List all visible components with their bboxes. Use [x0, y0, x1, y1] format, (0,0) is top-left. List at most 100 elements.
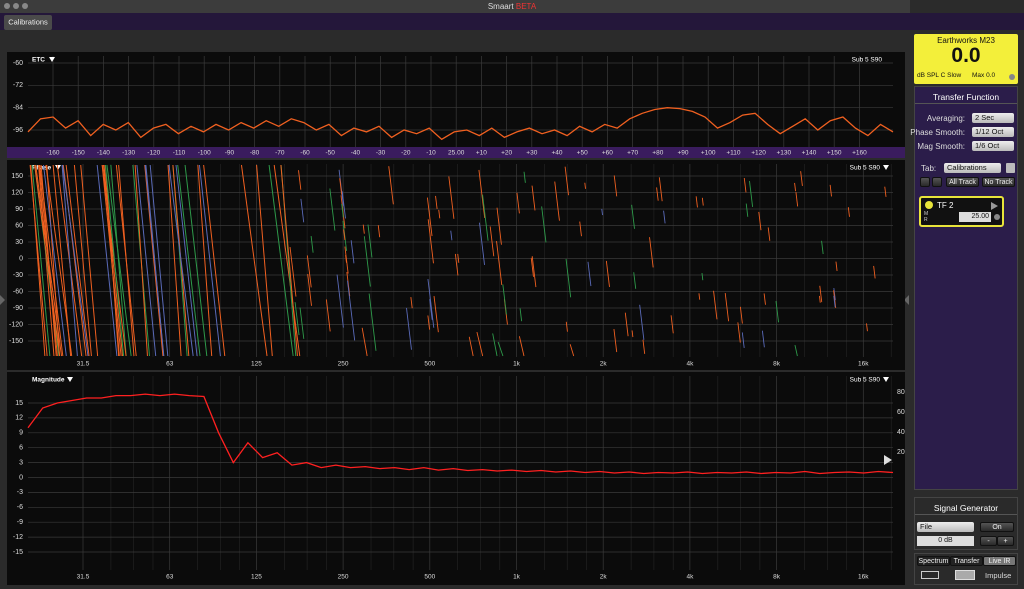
setting-label: Phase Smooth: — [910, 128, 965, 137]
phase-trace — [695, 196, 698, 208]
all-track-button[interactable]: All Track — [946, 177, 979, 187]
phase-trace — [767, 227, 771, 241]
phase-trace — [519, 308, 523, 322]
live-ir-mode[interactable]: Live IR — [983, 556, 1016, 566]
y-tick-label: 90 — [15, 206, 23, 213]
phase-trace — [410, 297, 413, 309]
spectrum-mode[interactable]: Spectrum — [917, 556, 950, 566]
x-tick-label: 250 — [338, 361, 349, 368]
phase-trace — [62, 164, 89, 357]
trace — [27, 393, 894, 475]
phase-trace — [336, 274, 344, 328]
phase-trace — [624, 312, 629, 337]
phase-trace — [427, 315, 431, 330]
tab-label[interactable]: Calibrations — [8, 17, 48, 26]
generator-toggle[interactable]: On — [980, 522, 1014, 532]
phase-trace — [482, 194, 489, 241]
x-tick-label: +30 — [526, 150, 537, 157]
phase-trace — [106, 164, 132, 357]
phase-trace — [819, 285, 823, 303]
phase-trace — [310, 235, 314, 253]
setting-dropdown[interactable]: 2 Sec — [972, 113, 1014, 123]
delay-field[interactable]: 25.00 — [959, 212, 991, 222]
tab[interactable] — [4, 15, 52, 30]
phase-trace — [497, 341, 504, 357]
play-button[interactable] — [932, 177, 942, 187]
measurement-menu[interactable] — [883, 377, 889, 382]
y-tick-label: -3 — [17, 489, 23, 496]
phase-trace — [565, 258, 572, 298]
phase-trace — [564, 166, 569, 196]
y-tick-label: 30 — [15, 239, 23, 246]
x-tick-label: +100 — [701, 150, 716, 157]
tab-dropdown[interactable]: Calibrations — [944, 163, 1001, 173]
meter-indicator — [1009, 74, 1015, 80]
x-tick-label: 4k — [686, 361, 694, 368]
phase-trace — [433, 295, 439, 333]
split-view-icon[interactable] — [955, 570, 975, 580]
expand-arrow[interactable] — [991, 202, 998, 210]
x-tick-label: 500 — [424, 574, 435, 581]
minimize-button[interactable] — [13, 3, 19, 9]
phase-trace — [273, 164, 301, 357]
level-down[interactable]: - — [980, 536, 997, 546]
measurement-menu[interactable] — [883, 165, 889, 170]
left-drawer-arrow[interactable] — [0, 295, 5, 305]
measurement-label: Sub 5 S90 — [852, 57, 883, 64]
phase-trace — [325, 299, 331, 332]
plot-label: ETC — [32, 57, 45, 64]
measurement-card[interactable]: TF 2 M R 25.00 — [919, 196, 1004, 227]
setting-dropdown[interactable]: 1/6 Oct — [972, 141, 1014, 151]
phase-trace — [749, 180, 754, 208]
level-field[interactable]: 0 dB — [917, 536, 974, 546]
stop-button[interactable] — [920, 177, 930, 187]
phase-trace — [492, 333, 498, 357]
phase-trace — [554, 181, 560, 221]
phase-trace — [454, 253, 459, 276]
phase-trace — [294, 302, 300, 336]
meter-mode[interactable]: dB SPL C Slow — [917, 72, 962, 79]
measurement-name: TF 2 — [937, 201, 954, 210]
phase-trace — [496, 207, 502, 245]
phase-trace — [144, 164, 164, 357]
level-up[interactable]: + — [997, 536, 1014, 546]
phase-trace — [377, 225, 381, 238]
phase-trace — [758, 211, 762, 231]
tools-icon[interactable] — [1006, 163, 1015, 173]
phase-trace — [670, 315, 674, 334]
impulse-label: Impulse — [985, 571, 1012, 580]
phase-trace — [656, 187, 659, 201]
x-tick-label: -100 — [198, 150, 211, 157]
x-tick-label: 2k — [600, 574, 608, 581]
phase-trace — [345, 255, 347, 263]
x-tick-label: 16k — [858, 574, 869, 581]
phase-trace — [73, 164, 92, 357]
no-track-button[interactable]: No Track — [982, 177, 1015, 187]
phase-trace — [565, 321, 568, 332]
phase-trace — [833, 287, 836, 301]
setting-dropdown[interactable]: 1/12 Oct — [972, 127, 1014, 137]
phase-trace — [829, 184, 832, 197]
transfer-mode[interactable]: Transfer — [950, 556, 983, 566]
plot-menu — [67, 377, 73, 382]
right-drawer-arrow[interactable] — [904, 295, 909, 305]
phase-trace — [110, 164, 127, 357]
plots: Calibrations -60-72-84-96-160 -150 -140 -13… — [0, 0, 910, 585]
source-dropdown[interactable]: File — [917, 522, 974, 532]
close-button[interactable] — [4, 3, 10, 9]
phase-trace — [347, 280, 356, 341]
x-tick-label: 63 — [166, 361, 174, 368]
phase-trace — [300, 198, 305, 223]
y-tick-label: 150 — [11, 173, 23, 180]
x-tick-label: +120 — [751, 150, 766, 157]
x-tick-label: +70 — [627, 150, 638, 157]
x-tick-label: +140 — [802, 150, 817, 157]
x-tick-label: 25.00 — [448, 150, 465, 157]
single-view-icon[interactable] — [921, 571, 939, 579]
phase-trace — [476, 331, 484, 357]
x-tick-label: -90 — [225, 150, 235, 157]
y-tick-label: -60 — [13, 288, 23, 295]
spl-meter[interactable]: Earthworks M23 0.0 dB SPL C Slow Max 0.0 — [914, 34, 1018, 84]
m-label: M — [924, 211, 929, 217]
zoom-button[interactable] — [22, 3, 28, 9]
